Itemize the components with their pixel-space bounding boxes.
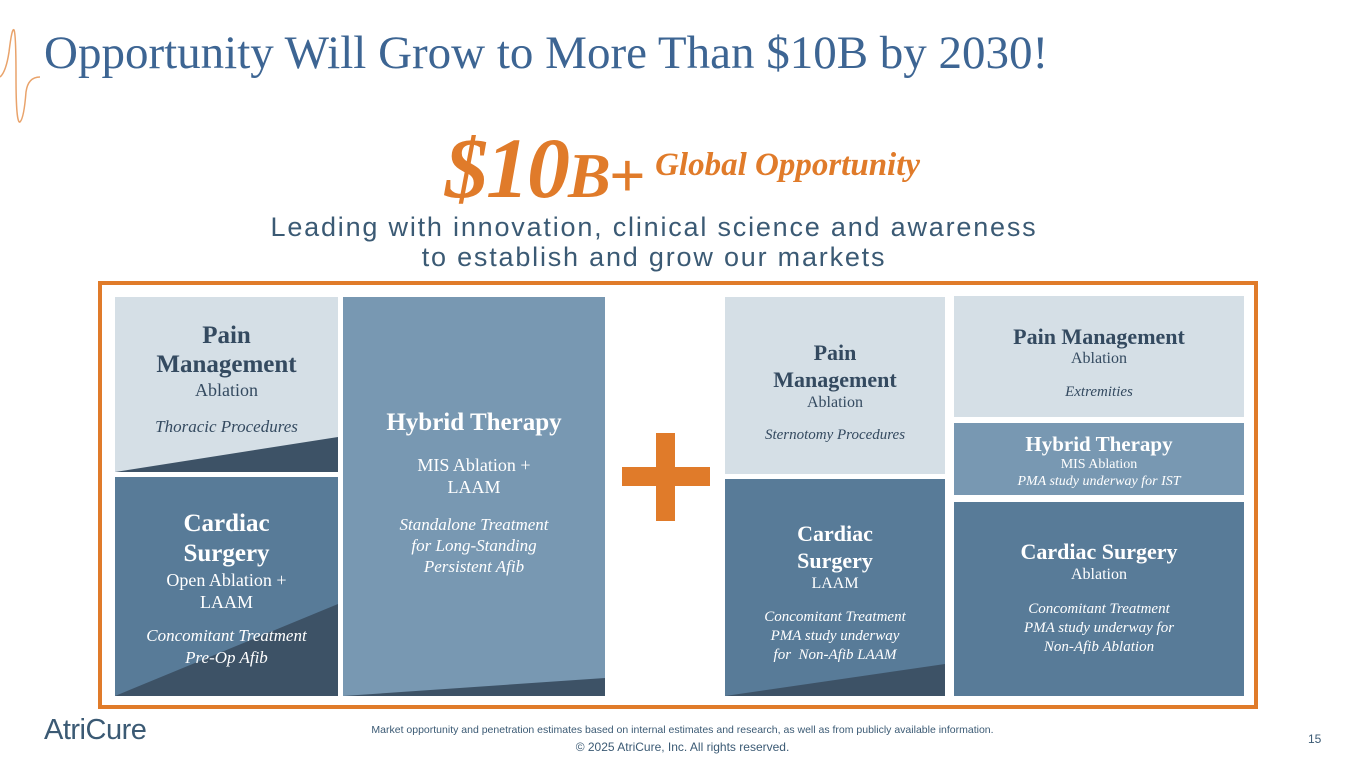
tile-title-1: Cardiac: [183, 510, 270, 537]
tile-note-1: Concomitant Treatment: [146, 626, 307, 645]
tile-note-2: PMA study underway for: [1023, 620, 1175, 636]
slide-title: Opportunity Will Grow to More Than $10B …: [44, 27, 1049, 79]
headline-amount: $10B+: [444, 120, 645, 216]
tile-title: Hybrid Therapy: [1025, 432, 1173, 456]
tile-subtitle-2: LAAM: [200, 592, 253, 612]
opportunity-frame: [98, 281, 1258, 709]
subtitle-line-1: Leading with innovation, clinical scienc…: [270, 212, 1038, 242]
tile-title-2: Management: [156, 351, 297, 378]
tile-note: Extremities: [1065, 384, 1133, 400]
tile-subtitle: Ablation: [1071, 350, 1127, 367]
tile-subtitle: MIS Ablation: [1060, 457, 1138, 472]
tile-pain-sternotomy: Pain Management Ablation Sternotomy Proc…: [725, 297, 945, 474]
tile-note-2: for Long-Standing: [411, 536, 537, 555]
page-number: 15: [1308, 732, 1322, 746]
tile-subtitle: Ablation: [195, 380, 258, 400]
tile-title: Pain Management: [1013, 324, 1185, 349]
tile-cardiac-open: Cardiac Surgery Open Ablation + LAAM Con…: [115, 477, 338, 696]
tile-cardiac-laam: Cardiac Surgery LAAM Concomitant Treatme…: [725, 479, 945, 696]
tile-subtitle: LAAM: [811, 575, 859, 592]
tile-note-1: Standalone Treatment: [399, 515, 549, 534]
footer-copyright: © 2025 AtriCure, Inc. All rights reserve…: [575, 740, 790, 754]
tile-note-3: for Non-Afib LAAM: [773, 647, 897, 663]
tile-subtitle: Ablation: [807, 394, 863, 411]
atricure-logo: AtriCure: [44, 714, 147, 746]
tile-subtitle-2: LAAM: [447, 477, 501, 497]
tile-note-2: PMA study underway: [770, 628, 900, 644]
subtitle: Leading with innovation, clinical scienc…: [0, 212, 1308, 272]
tile-note-3: Persistent Afib: [423, 557, 525, 576]
tile-note: Sternotomy Procedures: [764, 427, 906, 443]
tile-title-1: Pain: [202, 322, 251, 349]
plus-icon-vertical: [656, 433, 675, 521]
tile-note-1: Concomitant Treatment: [764, 609, 906, 625]
footer-disclaimer: Market opportunity and penetration estim…: [371, 724, 994, 736]
tile-note-3: Non-Afib Ablation: [1043, 639, 1155, 655]
tile-title-1: Cardiac: [797, 521, 873, 546]
tile-wedge: [115, 437, 338, 472]
tile-pain-thoracic: Pain Management Ablation Thoracic Proced…: [115, 297, 338, 472]
tile-title-2: Surgery: [797, 548, 873, 573]
tile-wedge: [115, 604, 338, 696]
tile-title-1: Pain: [813, 340, 857, 365]
tile-hybrid-therapy: Hybrid Therapy MIS Ablation + LAAM Stand…: [343, 297, 605, 696]
headline: $10B+ Global Opportunity: [0, 118, 1365, 218]
ecg-wave-icon: [0, 28, 40, 123]
tile-title: Cardiac Surgery: [1020, 539, 1178, 564]
tile-pain-extremities: Pain Management Ablation Extremities: [954, 296, 1244, 417]
tile-note: Thoracic Procedures: [155, 417, 298, 436]
tile-cardiac-ablation: Cardiac Surgery Ablation Concomitant Tre…: [954, 502, 1244, 696]
tile-subtitle: Ablation: [1071, 566, 1127, 583]
tile-note-2: Pre-Op Afib: [185, 648, 268, 667]
tile-wedge: [343, 678, 605, 696]
tile-note-1: Concomitant Treatment: [1028, 601, 1170, 617]
tile-title: Hybrid Therapy: [386, 409, 562, 436]
tile-hybrid-ist: Hybrid Therapy MIS Ablation PMA study un…: [954, 423, 1244, 495]
tile-title-2: Surgery: [183, 540, 270, 567]
tile-wedge: [725, 664, 945, 696]
tile-subtitle-1: MIS Ablation +: [417, 455, 531, 475]
subtitle-line-2: to establish and grow our markets: [421, 242, 887, 272]
headline-label: Global Opportunity: [655, 147, 921, 183]
tile-note: PMA study underway for IST: [1017, 474, 1181, 489]
tile-title-2: Management: [773, 367, 897, 392]
tile-subtitle-1: Open Ablation +: [166, 570, 287, 590]
